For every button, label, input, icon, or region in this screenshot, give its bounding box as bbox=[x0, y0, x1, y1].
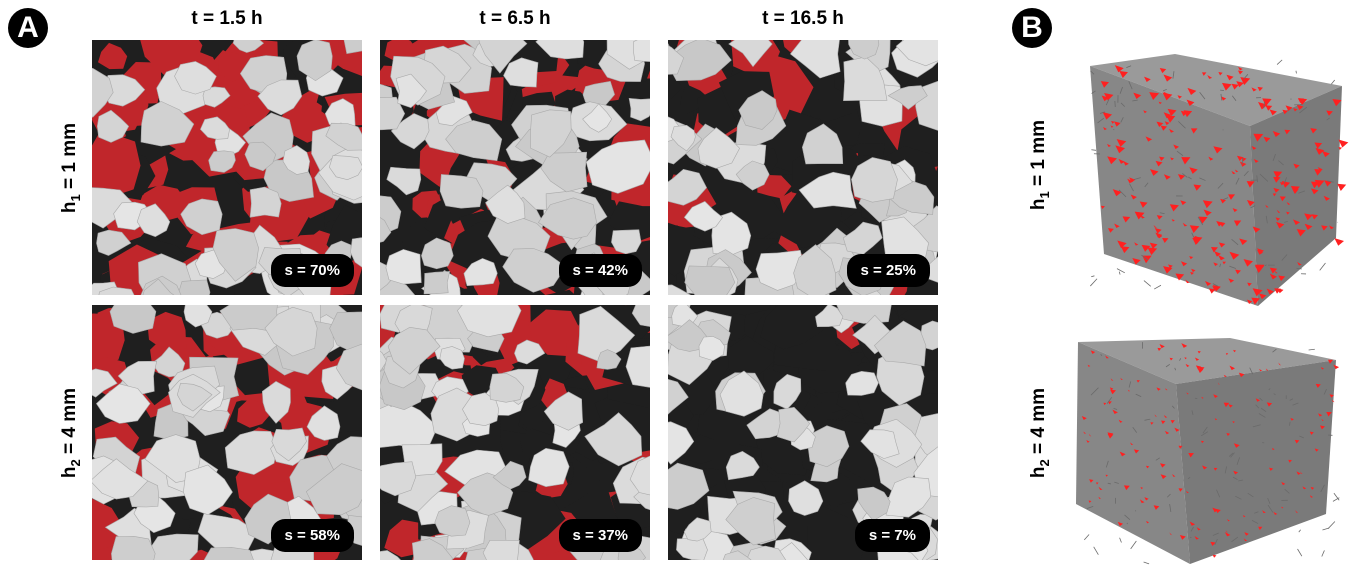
panel-label-a: A bbox=[8, 8, 48, 48]
cube-right-face bbox=[1250, 86, 1342, 306]
cube-render-h1 bbox=[1090, 54, 1349, 306]
tomography-slice-r1-c0: s = 58% bbox=[92, 305, 362, 560]
cube-left-face bbox=[1076, 342, 1190, 564]
tomography-slice-r1-c1: s = 37% bbox=[380, 305, 650, 560]
column-header-t1: t = 1.5 h bbox=[191, 8, 263, 29]
saturation-badge: s = 25% bbox=[846, 254, 930, 287]
tomography-slice-r0-c1: s = 42% bbox=[380, 40, 650, 295]
saturation-badge: s = 7% bbox=[854, 519, 930, 552]
row-label-h2-a: h2 = 4 mm bbox=[59, 387, 83, 479]
row-label-h1-a: h1 = 1 mm bbox=[59, 122, 83, 214]
column-header-t2: t = 6.5 h bbox=[479, 8, 551, 29]
row-label-h1-b: h1 = 1 mm bbox=[1028, 119, 1052, 211]
column-header-t3: t = 16.5 h bbox=[762, 8, 844, 29]
row-label-h2-b: h2 = 4 mm bbox=[1028, 387, 1052, 479]
saturation-badge: s = 70% bbox=[270, 254, 354, 287]
cube-top-face bbox=[1090, 54, 1342, 126]
tomography-slice-r1-c2: s = 7% bbox=[668, 305, 938, 560]
cube-left-face bbox=[1090, 66, 1258, 306]
cube-top-face bbox=[1078, 338, 1336, 384]
saturation-badge: s = 58% bbox=[270, 519, 354, 552]
cube-right-face bbox=[1176, 360, 1336, 564]
tomography-slice-r0-c2: s = 25% bbox=[668, 40, 938, 295]
tomography-slice-r0-c0: s = 70% bbox=[92, 40, 362, 295]
cube-render-h2 bbox=[1076, 338, 1340, 565]
saturation-badge: s = 42% bbox=[558, 254, 642, 287]
saturation-badge: s = 37% bbox=[558, 519, 642, 552]
panel-label-b: B bbox=[1012, 8, 1052, 48]
